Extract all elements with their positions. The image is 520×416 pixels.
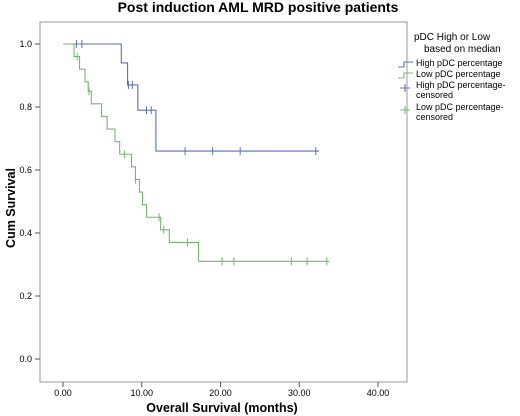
series-line-low: [63, 43, 330, 262]
plot-area: [39, 21, 408, 383]
legend-symbol-low: [398, 72, 413, 79]
y-tick-label: 0.0: [19, 354, 32, 364]
legend-item-low: Low pDC percentage: [398, 69, 501, 79]
y-tick-label: 1.0: [19, 39, 32, 49]
legend-label-low-censored-1: Low pDC percentage-: [416, 102, 504, 112]
y-tick-label: 0.6: [19, 165, 32, 175]
y-tick-label: 0.2: [19, 291, 32, 301]
legend-title-line-1: pDC High or Low: [414, 32, 491, 43]
x-axis: 0.00 10.00 20.00 30.00 40.00: [54, 382, 389, 398]
x-tick-label: 30.00: [288, 388, 311, 398]
y-tick-label: 0.4: [19, 228, 32, 238]
legend-item-high-censored: High pDC percentage- censored: [400, 80, 506, 100]
y-tick-label: 0.8: [19, 102, 32, 112]
legend-label-high-censored-1: High pDC percentage-: [416, 80, 506, 90]
legend-symbol-high-censored: [400, 84, 410, 92]
legend-item-low-censored: Low pDC percentage- censored: [400, 102, 504, 122]
x-axis-label: Overall Survival (months): [146, 401, 297, 415]
legend: pDC High or Low based on median High pDC…: [398, 32, 506, 122]
legend-item-high: High pDC percentage: [398, 58, 503, 68]
legend-symbol-low-censored: [400, 106, 410, 114]
x-tick-label: 40.00: [367, 388, 390, 398]
series-layer: [63, 40, 330, 266]
legend-title-line-2: based on median: [424, 44, 501, 55]
legend-label-low-censored-2: censored: [416, 112, 453, 122]
x-tick-label: 20.00: [209, 388, 232, 398]
legend-label-high-censored-2: censored: [416, 90, 453, 100]
y-axis: 0.0 0.2 0.4 0.6 0.8 1.0: [19, 39, 40, 364]
legend-label-high: High pDC percentage: [416, 58, 503, 68]
x-tick-label: 10.00: [130, 388, 153, 398]
legend-symbol-high: [398, 61, 413, 68]
y-axis-label: Cum Survival: [4, 168, 18, 248]
chart-title: Post induction AML MRD positive patients: [118, 0, 399, 15]
x-tick-label: 0.00: [54, 388, 72, 398]
legend-label-low: Low pDC percentage: [416, 69, 501, 79]
